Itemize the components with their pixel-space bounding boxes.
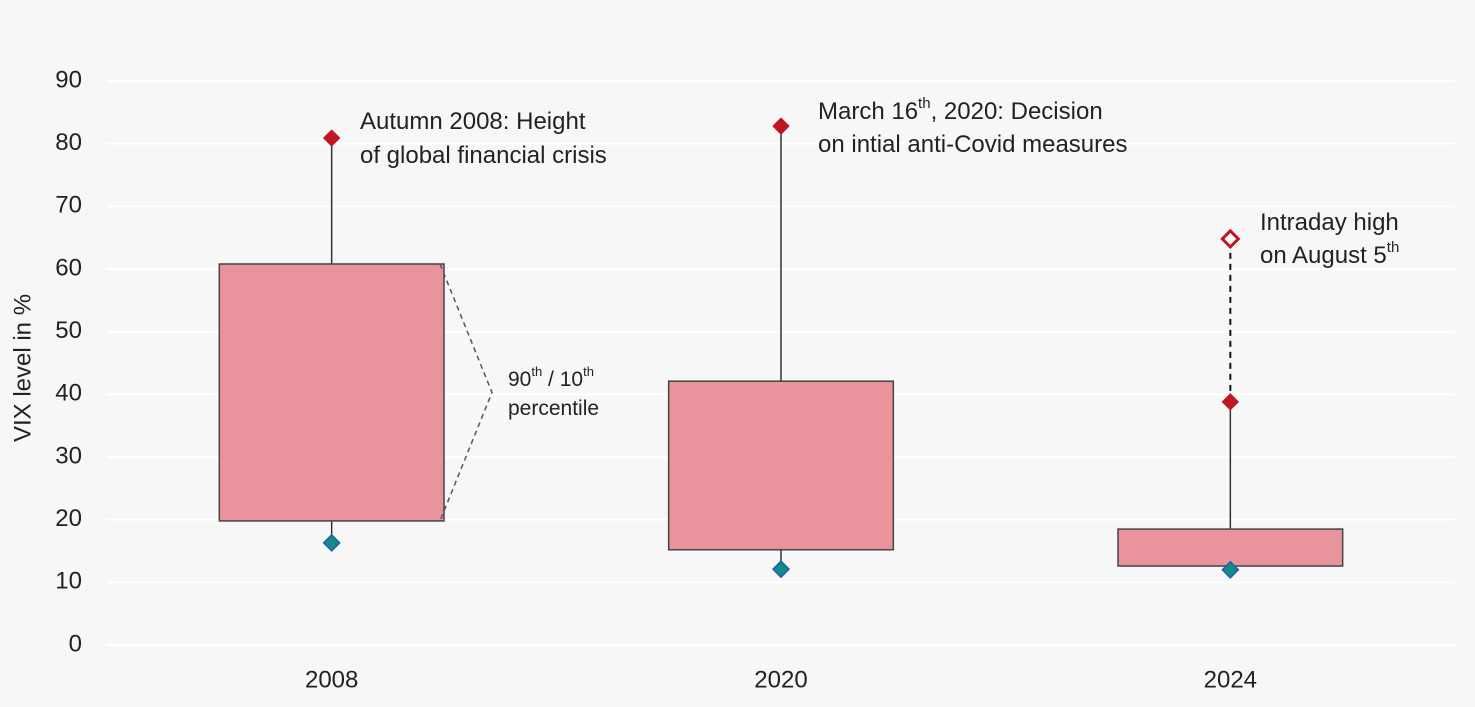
percentile-box <box>667 380 895 551</box>
y-tick-label: 70 <box>55 192 82 219</box>
y-tick-label: 50 <box>55 317 82 344</box>
annotation-text: Intraday high <box>1260 209 1399 236</box>
percentile-box <box>1117 528 1344 567</box>
annotation: of global financial crisis <box>360 142 607 169</box>
y-tick-label: 60 <box>55 254 82 281</box>
annotation: Autumn 2008: Height <box>360 108 586 135</box>
y-tick-label: 80 <box>55 129 82 156</box>
min-marker <box>322 533 341 552</box>
annotation-text: of global financial crisis <box>360 142 607 169</box>
annotation: on August 5th <box>1260 239 1399 269</box>
annotation-text: on August 5 <box>1260 242 1387 269</box>
annotation: Intraday high <box>1260 209 1399 236</box>
y-tick-label: 0 <box>69 630 82 657</box>
annotation-text: 90 <box>508 368 531 391</box>
annotation-text: on intial anti-Covid measures <box>818 131 1127 158</box>
annotation: on intial anti-Covid measures <box>818 131 1127 158</box>
annotation: percentile <box>508 397 599 420</box>
annotation-text: , 2020: Decision <box>931 98 1103 125</box>
percentile-bracket <box>439 263 493 522</box>
x-tick-label: 2024 <box>1204 666 1257 693</box>
annotation-text: percentile <box>508 397 599 420</box>
y-tick-label: 40 <box>55 380 82 407</box>
annotation: March 16th, 2020: Decision <box>818 95 1103 125</box>
annotation: 90th / 10th <box>508 364 594 391</box>
annotation-superscript: th <box>531 364 542 379</box>
x-tick-label: 2008 <box>305 666 358 693</box>
max-marker <box>772 117 790 135</box>
y-tick-label: 20 <box>55 505 82 532</box>
x-tick-label: 2020 <box>754 666 807 693</box>
y-tick-label: 90 <box>55 66 82 93</box>
annotation-superscript: th <box>583 364 594 379</box>
y-axis-label: VIX level in % <box>9 294 36 442</box>
annotation-text: March 16 <box>818 98 918 125</box>
max-marker <box>322 129 341 147</box>
min-marker <box>771 560 791 579</box>
percentile-box <box>218 263 445 522</box>
annotation-superscript: th <box>918 95 931 112</box>
annotation-text: / 10 <box>542 368 583 391</box>
annotation-text: Autumn 2008: Height <box>360 108 586 135</box>
max-marker <box>1221 393 1240 411</box>
y-tick-label: 30 <box>55 442 82 469</box>
min-marker <box>1221 560 1240 579</box>
y-tick-label: 10 <box>55 568 82 595</box>
intraday-high-marker <box>1220 228 1241 250</box>
annotation-superscript: th <box>1387 239 1400 256</box>
